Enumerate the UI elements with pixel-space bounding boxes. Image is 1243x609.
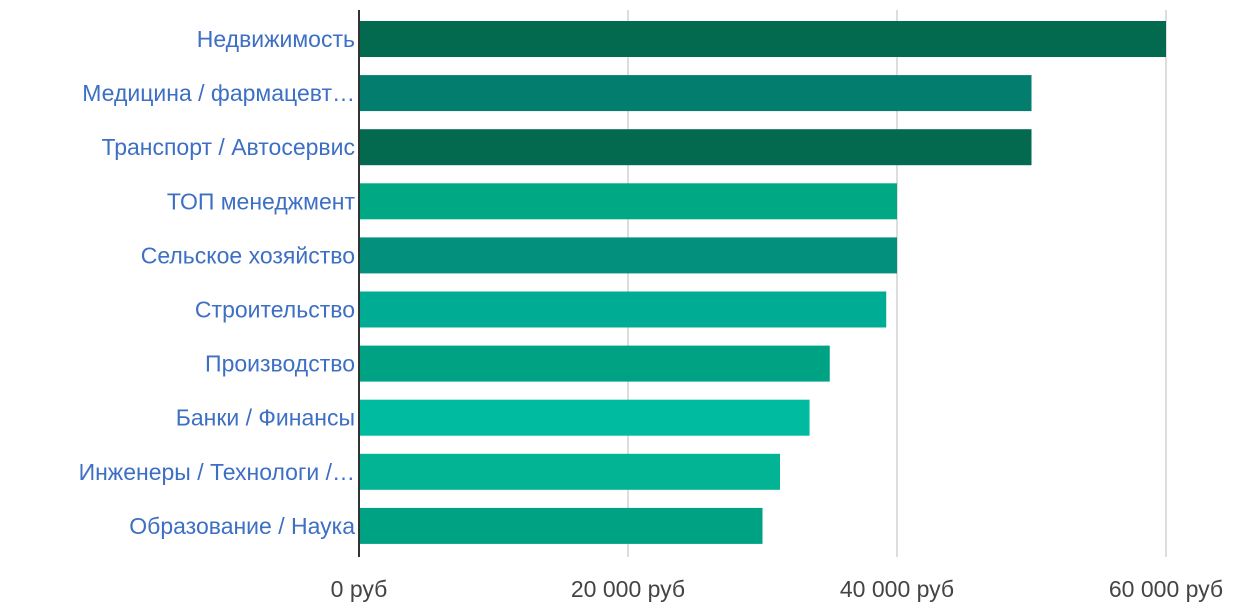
x-tick-label-1: 20 000 руб: [571, 576, 685, 602]
category-label-7: Банки / Финансы: [176, 405, 355, 431]
bar-8[interactable]: [359, 453, 780, 490]
category-labels: Недвижимость Медицина / фармацевт… Транспо…: [79, 26, 356, 539]
bar-2[interactable]: [359, 129, 1032, 166]
category-label-9: Образование / Наука: [129, 513, 355, 539]
bar-3[interactable]: [359, 183, 897, 220]
bar-5[interactable]: [359, 291, 887, 328]
category-label-1: Медицина / фармацевт…: [82, 80, 355, 106]
x-tick-label-0: 0 руб: [331, 576, 388, 602]
category-label-3: ТОП менеджмент: [167, 188, 356, 214]
bar-4[interactable]: [359, 237, 897, 274]
bar-6[interactable]: [359, 345, 830, 382]
bar-9[interactable]: [359, 507, 763, 544]
category-label-6: Производство: [205, 351, 355, 377]
category-label-5: Строительство: [195, 297, 355, 323]
x-tick-label-3: 60 000 руб: [1109, 576, 1223, 602]
category-label-4: Сельское хозяйство: [141, 242, 355, 268]
category-label-0: Недвижимость: [197, 26, 355, 52]
bar-7[interactable]: [359, 399, 810, 436]
bars: [359, 21, 1166, 544]
x-tick-labels: 0 руб 20 000 руб 40 000 руб 60 000 руб: [331, 576, 1223, 602]
bar-0[interactable]: [359, 21, 1166, 57]
category-label-8: Инженеры / Технологи /…: [79, 459, 355, 485]
category-label-2: Транспорт / Автосервис: [101, 134, 355, 160]
x-tick-label-2: 40 000 руб: [840, 576, 954, 602]
bar-1[interactable]: [359, 75, 1032, 112]
